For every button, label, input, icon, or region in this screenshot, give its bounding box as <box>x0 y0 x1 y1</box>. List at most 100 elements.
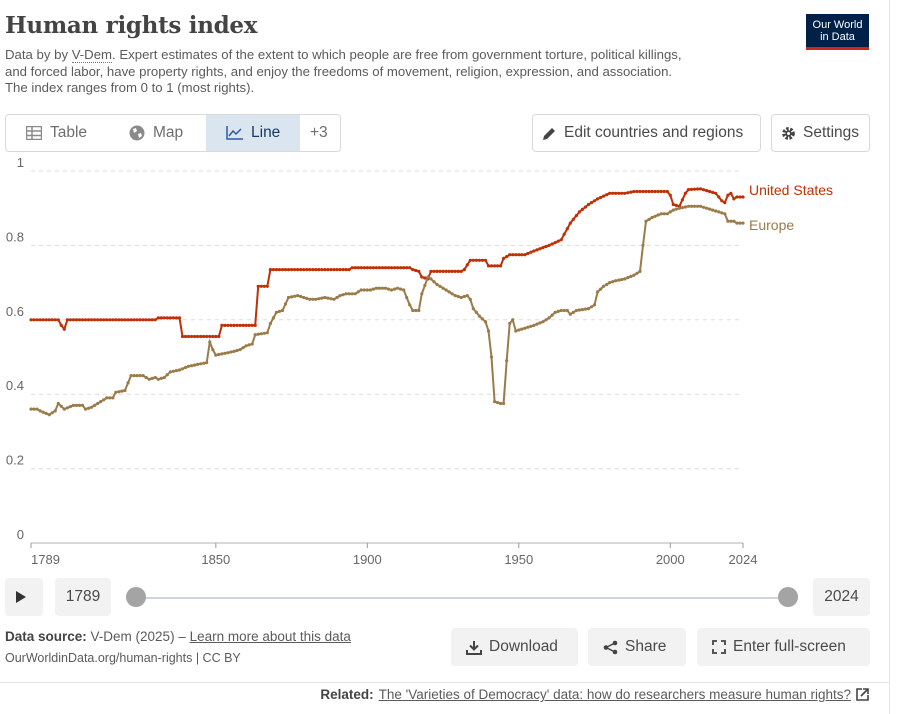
data-point[interactable] <box>283 268 288 272</box>
data-point[interactable] <box>232 349 236 353</box>
data-point[interactable] <box>514 253 518 257</box>
data-point[interactable] <box>32 407 36 411</box>
data-point[interactable] <box>193 334 197 339</box>
data-point[interactable] <box>41 410 45 414</box>
data-point[interactable] <box>429 277 433 281</box>
data-point[interactable] <box>283 302 288 306</box>
data-point[interactable] <box>223 351 227 355</box>
data-point[interactable] <box>47 318 51 322</box>
data-point[interactable] <box>408 266 412 270</box>
data-point[interactable] <box>299 294 303 299</box>
data-point[interactable] <box>399 287 403 291</box>
data-point[interactable] <box>526 251 530 256</box>
data-point[interactable] <box>232 323 236 327</box>
data-point[interactable] <box>650 189 654 194</box>
data-point[interactable] <box>199 362 203 366</box>
data-point[interactable] <box>117 318 121 322</box>
data-point[interactable] <box>423 283 427 287</box>
data-point[interactable] <box>429 269 433 273</box>
data-point[interactable] <box>611 280 615 284</box>
data-point[interactable] <box>402 288 406 292</box>
data-point[interactable] <box>592 303 597 307</box>
data-point[interactable] <box>68 318 72 322</box>
data-point[interactable] <box>735 195 739 199</box>
data-point[interactable] <box>456 269 460 273</box>
series-label-europe[interactable]: Europe <box>749 217 794 233</box>
data-point[interactable] <box>126 381 130 385</box>
data-point[interactable] <box>226 351 230 355</box>
data-point[interactable] <box>244 344 248 348</box>
data-point[interactable] <box>317 297 321 301</box>
data-point[interactable] <box>290 268 294 272</box>
data-point[interactable] <box>90 405 94 409</box>
data-point[interactable] <box>559 238 563 242</box>
data-point[interactable] <box>583 205 588 209</box>
data-point[interactable] <box>44 318 48 322</box>
data-point[interactable] <box>441 269 445 273</box>
data-point[interactable] <box>38 318 42 322</box>
data-point[interactable] <box>541 320 545 324</box>
data-point[interactable] <box>320 296 324 300</box>
data-point[interactable] <box>35 407 39 411</box>
data-point[interactable] <box>241 346 245 350</box>
data-point[interactable] <box>511 253 515 257</box>
data-point[interactable] <box>653 214 657 218</box>
data-point[interactable] <box>138 318 142 322</box>
data-point[interactable] <box>680 206 685 210</box>
data-point[interactable] <box>150 376 154 380</box>
data-point[interactable] <box>550 313 554 317</box>
data-point[interactable] <box>741 195 745 199</box>
data-point[interactable] <box>720 211 724 215</box>
data-point[interactable] <box>705 189 709 193</box>
data-point[interactable] <box>129 374 133 378</box>
data-point[interactable] <box>417 269 421 273</box>
data-point[interactable] <box>708 207 712 211</box>
edit-countries-button[interactable]: Edit countries and regions <box>532 114 761 152</box>
data-point[interactable] <box>202 361 206 365</box>
data-point[interactable] <box>623 277 627 281</box>
data-point[interactable] <box>668 193 672 197</box>
data-point[interactable] <box>553 310 557 314</box>
data-point[interactable] <box>108 396 112 400</box>
data-point[interactable] <box>77 403 82 407</box>
data-point[interactable] <box>738 221 742 225</box>
data-point[interactable] <box>638 269 642 273</box>
data-point[interactable] <box>586 307 591 311</box>
data-point[interactable] <box>111 318 115 322</box>
data-point[interactable] <box>665 212 669 216</box>
data-point[interactable] <box>450 292 454 296</box>
data-point[interactable] <box>83 407 88 411</box>
data-point[interactable] <box>389 266 394 270</box>
data-point[interactable] <box>344 292 348 296</box>
data-point[interactable] <box>668 210 672 214</box>
data-point[interactable] <box>83 318 88 322</box>
data-point[interactable] <box>608 191 612 195</box>
data-point[interactable] <box>114 318 118 322</box>
data-point[interactable] <box>347 292 351 296</box>
data-point[interactable] <box>190 364 194 368</box>
data-point[interactable] <box>341 268 345 272</box>
data-point[interactable] <box>150 318 154 322</box>
data-point[interactable] <box>96 318 100 322</box>
data-point[interactable] <box>350 292 354 296</box>
data-point[interactable] <box>211 334 215 339</box>
data-point[interactable] <box>59 323 63 327</box>
data-point[interactable] <box>641 189 645 194</box>
data-point[interactable] <box>647 217 651 221</box>
data-point[interactable] <box>674 203 678 207</box>
data-point[interactable] <box>426 275 430 279</box>
data-point[interactable] <box>532 323 536 327</box>
data-point[interactable] <box>605 193 609 197</box>
data-point[interactable] <box>53 318 57 322</box>
data-point[interactable] <box>477 314 481 318</box>
data-point[interactable] <box>632 189 636 194</box>
data-point[interactable] <box>602 194 606 198</box>
data-point[interactable] <box>720 199 724 203</box>
data-point[interactable] <box>547 316 551 320</box>
data-point[interactable] <box>441 286 445 290</box>
data-point[interactable] <box>190 334 194 339</box>
data-point[interactable] <box>74 403 78 407</box>
data-point[interactable] <box>435 282 439 287</box>
data-point[interactable] <box>559 308 563 313</box>
data-point[interactable] <box>396 286 400 290</box>
